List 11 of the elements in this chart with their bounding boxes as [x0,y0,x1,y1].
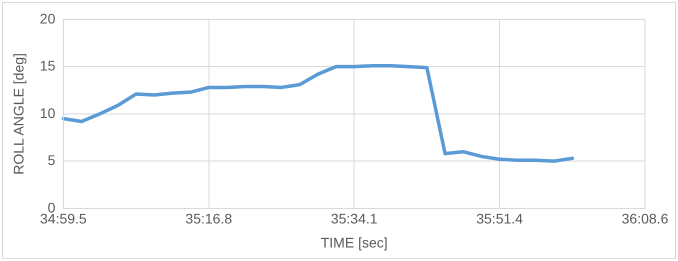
y-tick-label: 20 [40,10,56,26]
y-tick-label: 5 [48,152,56,168]
y-tick-label: 10 [40,104,56,121]
x-tick-label: 35:34.1 [330,210,378,227]
y-tick-label: 15 [40,58,56,74]
x-tick-label: 36:08.6 [622,210,669,227]
y-axis-title: ROLL ANGLE [deg] [10,53,26,175]
y-tick-label: 0 [48,199,56,216]
x-axis-title: TIME [sec] [320,234,388,250]
x-tick-label: 35:16.8 [185,210,232,227]
x-tick-label: 35:51.4 [476,210,524,227]
